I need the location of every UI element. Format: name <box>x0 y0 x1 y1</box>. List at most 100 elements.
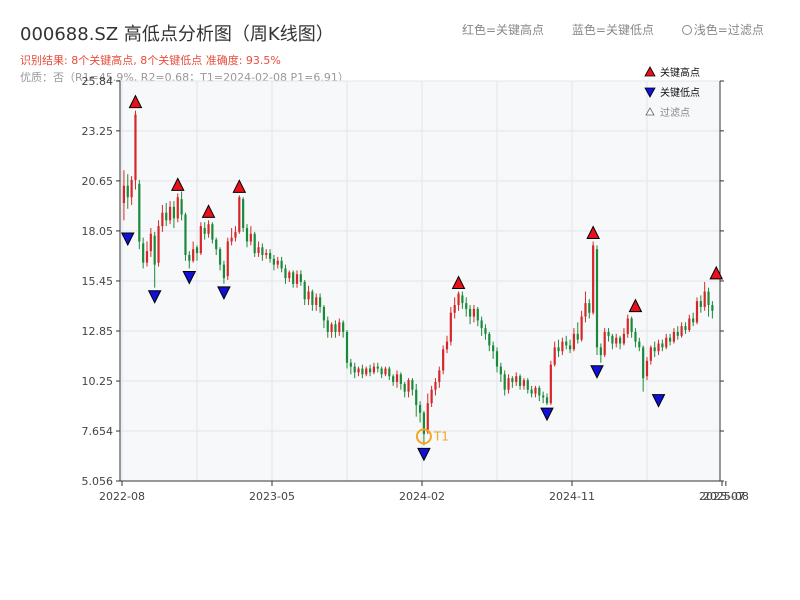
candle-body <box>411 380 414 390</box>
candle-body <box>257 247 260 254</box>
legend-filtered-icon <box>645 107 655 116</box>
chart-title: 000688.SZ 高低点分析图（周K线图） <box>20 24 334 45</box>
candle-body <box>338 322 341 332</box>
candle-body <box>676 331 679 336</box>
legend-label-high: 关键高点 <box>660 66 700 79</box>
candle-body <box>618 337 622 344</box>
candle-body <box>484 328 487 334</box>
x-tick-label: 2024-11 <box>549 490 595 503</box>
candle-body <box>461 295 464 304</box>
candle-body <box>276 260 279 265</box>
candle-body <box>542 395 545 398</box>
candle-body <box>184 214 187 255</box>
candle-body <box>545 397 549 404</box>
candle-body <box>595 249 599 348</box>
candle-body <box>207 224 210 234</box>
candle-body <box>138 183 141 242</box>
candle-body <box>572 333 576 350</box>
candle-body <box>699 301 702 307</box>
candle-body <box>592 245 595 313</box>
candle-body <box>442 349 445 371</box>
candle-body <box>126 185 129 198</box>
candle-body <box>607 331 610 336</box>
candle-body <box>172 206 176 219</box>
candle-body <box>522 380 526 386</box>
candle-body <box>707 291 710 306</box>
candle-body <box>192 249 195 261</box>
key-low-marker <box>217 286 231 300</box>
candle-body <box>361 368 364 375</box>
t1-circle <box>415 428 432 445</box>
key-low-marker <box>590 365 604 379</box>
candle-body <box>392 376 395 383</box>
candle-body <box>368 368 372 373</box>
candle-body <box>145 251 149 263</box>
candle-body <box>261 247 264 255</box>
candle-body <box>611 335 614 344</box>
candle-body <box>418 405 422 413</box>
candle-body <box>353 366 356 373</box>
candle-body <box>403 383 406 392</box>
key-low-marker <box>182 270 197 285</box>
candle-body <box>130 179 133 198</box>
candle-body <box>534 387 537 394</box>
key-high-marker <box>170 177 185 191</box>
candle-body <box>242 199 245 229</box>
candle-body <box>372 366 376 373</box>
candle-body <box>453 305 456 313</box>
candle-body <box>530 389 533 394</box>
x-tick-label: 2023-05 <box>249 490 295 503</box>
x-tick-label: 2025-07 <box>699 490 745 503</box>
candle-body <box>326 320 329 332</box>
y-tick-label: 7.654 <box>82 425 114 438</box>
candle-body <box>388 368 391 377</box>
key-low-marker <box>417 447 431 462</box>
candle-body <box>299 274 302 282</box>
key-high-marker <box>128 94 143 109</box>
color-key-blue: 蓝色=关键低点 <box>571 23 654 37</box>
candle-body <box>272 258 276 265</box>
candle-body <box>268 253 272 259</box>
candle-body <box>245 228 249 242</box>
key-low-marker <box>540 407 554 422</box>
candle-body <box>211 224 214 240</box>
key-high-marker <box>586 225 600 240</box>
candle-body <box>495 351 499 367</box>
candle-body <box>499 366 502 375</box>
candle-body <box>488 333 491 346</box>
candle-body <box>134 114 137 180</box>
candle-body <box>311 291 314 306</box>
candle-body <box>399 374 402 384</box>
candle-body <box>349 362 352 367</box>
y-tick-label: 15.45 <box>82 275 114 288</box>
candle-body <box>426 403 429 433</box>
faint-circle-icon <box>681 25 692 35</box>
color-key-red: 红色=关键高点 <box>462 23 545 37</box>
candle-body <box>657 343 660 352</box>
legend-low-icon <box>644 87 656 98</box>
candle-body <box>295 274 299 284</box>
candle-body <box>672 331 676 342</box>
candle-body <box>376 366 379 369</box>
candle-body <box>465 303 468 309</box>
candle-body <box>680 326 683 336</box>
candle-body <box>199 226 202 254</box>
candle-body <box>468 308 472 317</box>
candle-body <box>645 360 649 377</box>
candle-body <box>188 254 191 261</box>
candle-body <box>661 343 664 348</box>
candle-body <box>649 347 652 361</box>
y-tick-label: 5.056 <box>82 475 114 488</box>
candle-body <box>492 345 495 352</box>
candle-body <box>634 331 637 342</box>
candle-body <box>215 239 218 250</box>
candle-body <box>180 199 183 215</box>
candle-body <box>538 387 541 396</box>
candle-body <box>668 337 672 342</box>
candle-body <box>599 347 602 356</box>
candle-body <box>142 243 145 263</box>
candle-body <box>526 380 529 390</box>
candle-body <box>284 268 287 279</box>
candle-body <box>711 305 714 311</box>
candle-body <box>622 333 626 344</box>
